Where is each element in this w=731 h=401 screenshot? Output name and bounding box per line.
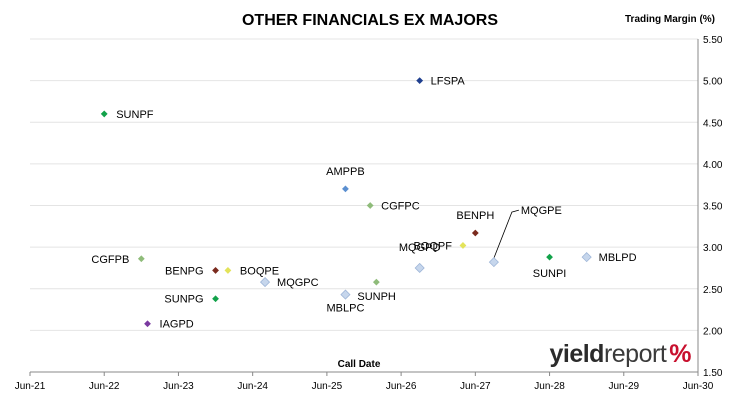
data-labels: SUNPF LFSPA AMPPB CGFPC BENPH MQGPE MQGPDBOQPF… <box>91 76 636 331</box>
leader-line <box>493 209 519 259</box>
data-label: MBLPC <box>326 303 364 315</box>
data-point <box>581 252 592 263</box>
x-tick-label: Jun-25 <box>312 381 343 392</box>
x-tick-label: Jun-29 <box>608 381 639 392</box>
x-tick-label: Jun-26 <box>386 381 417 392</box>
x-tick-labels: Jun-21 Jun-22 Jun-23 Jun-24 Jun-25 Jun-26 Jun-… <box>15 381 714 392</box>
y-axis-title: Trading Margin (%) <box>625 14 715 25</box>
data-label: AMPPB <box>326 166 365 178</box>
data-point <box>459 242 467 249</box>
data-label: MQGPD <box>399 242 441 254</box>
y-tick-label: 2.00 <box>703 326 723 337</box>
data-points <box>100 77 592 328</box>
data-point <box>144 320 151 328</box>
data-point <box>340 289 351 300</box>
x-tick-label: Jun-30 <box>683 381 714 392</box>
yieldreport-logo: yieldreport% <box>549 340 691 368</box>
data-label: IAGPD <box>160 319 194 331</box>
axes <box>29 39 699 376</box>
y-tick-label: 5.00 <box>703 77 723 88</box>
data-point <box>342 185 349 193</box>
data-point <box>212 295 219 303</box>
y-tick-label: 1.50 <box>703 368 723 379</box>
data-point <box>488 257 499 268</box>
data-label: BOQPF <box>413 240 452 252</box>
data-label: SUNPG <box>164 294 203 306</box>
x-tick-label: Jun-28 <box>534 381 565 392</box>
data-label: LFSPA <box>431 76 466 88</box>
data-label: BENPG <box>165 265 204 277</box>
gridlines <box>30 38 698 373</box>
data-point <box>212 267 219 274</box>
data-label: SUNPH <box>357 291 396 303</box>
y-tick-label: 3.00 <box>703 243 723 254</box>
data-point <box>372 278 380 286</box>
data-label: BOQPE <box>240 265 279 277</box>
x-tick-label: Jun-24 <box>237 381 268 392</box>
data-point <box>137 255 145 263</box>
y-tick-label: 3.50 <box>703 202 723 213</box>
chart-title: OTHER FINANCIALS EX MAJORS <box>242 12 498 29</box>
data-point <box>414 262 425 274</box>
data-label: SUNPF <box>116 109 154 121</box>
y-tick-label: 2.50 <box>703 285 723 296</box>
data-point <box>259 277 271 288</box>
data-label: CGFPC <box>381 201 420 213</box>
data-point <box>416 77 424 85</box>
y-tick-label: 5.50 <box>703 35 723 46</box>
data-label: MQGPE <box>521 205 562 217</box>
y-tick-labels: 1.50 2.00 2.50 3.00 3.50 4.00 4.50 5.00 5.50 <box>703 35 723 379</box>
data-label: MQGPC <box>277 277 319 289</box>
data-label: MBLPD <box>599 252 637 264</box>
y-tick-label: 4.00 <box>703 160 723 171</box>
data-label: BENPH <box>456 210 494 222</box>
x-tick-label: Jun-27 <box>460 381 491 392</box>
x-tick-label: Jun-21 <box>15 381 46 392</box>
data-label: SUNPI <box>533 268 567 280</box>
data-point <box>366 202 374 209</box>
data-point <box>546 253 553 261</box>
data-point <box>100 110 108 118</box>
data-point <box>471 229 479 237</box>
leader-lines <box>493 209 519 259</box>
x-axis-title: Call Date <box>338 359 381 370</box>
x-tick-label: Jun-23 <box>163 381 194 392</box>
data-label: CGFPB <box>91 254 129 266</box>
x-tick-label: Jun-22 <box>89 381 120 392</box>
y-tick-label: 4.50 <box>703 118 723 129</box>
data-point <box>224 267 232 274</box>
